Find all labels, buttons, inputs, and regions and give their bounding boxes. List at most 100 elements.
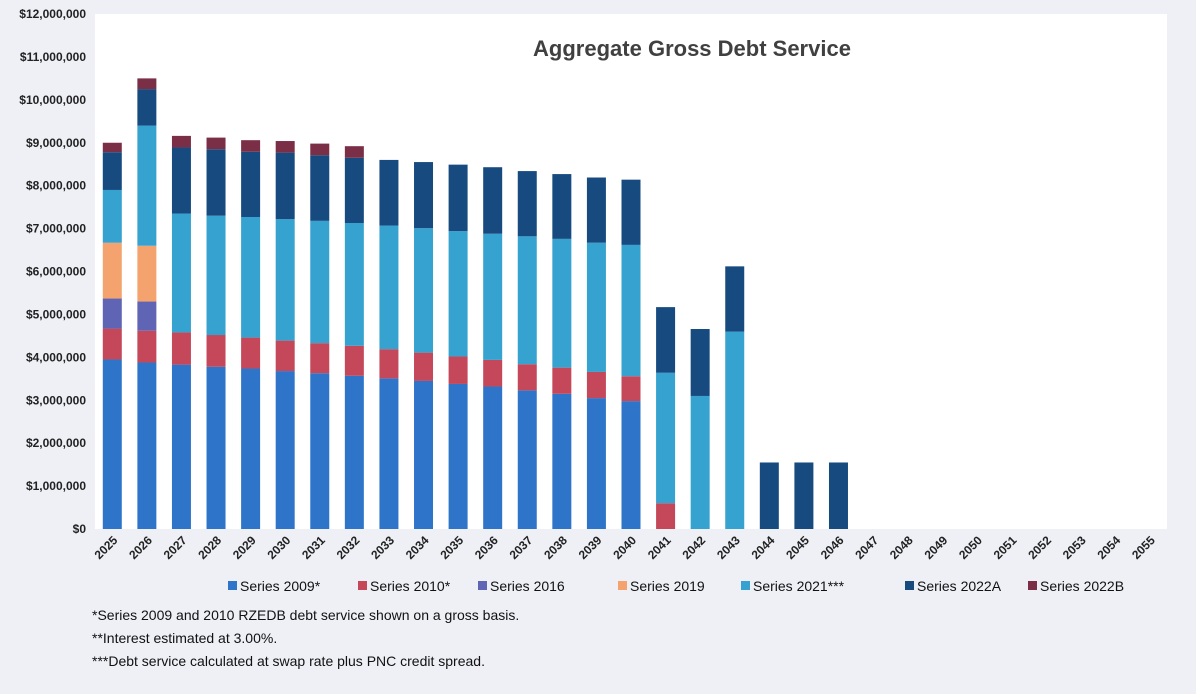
y-tick-label: $1,000,000 — [26, 479, 86, 493]
x-tick-label: 2035 — [437, 533, 466, 562]
bar-segment-2026-s0 — [137, 362, 157, 529]
x-tick-label: 2031 — [299, 533, 328, 562]
bar-segment-2035-s1 — [448, 356, 468, 384]
y-axis: $0 $1,000,000 $2,000,000 $3,000,000 $4,000,0… — [19, 7, 86, 536]
x-tick-label: 2055 — [1129, 533, 1158, 562]
x-tick-label: 2039 — [576, 533, 605, 562]
footnote-2: **Interest estimated at 3.00%. — [92, 630, 278, 646]
bar-segment-2039-s5 — [586, 177, 606, 243]
bar-segment-2040-s1 — [621, 376, 641, 402]
bar-segment-2038-s4 — [552, 238, 572, 368]
bar-segment-2026-s3 — [137, 245, 157, 302]
bar-segment-2038-s0 — [552, 393, 572, 529]
bar-segment-2027-s1 — [171, 332, 191, 365]
bar-segment-2027-s6 — [171, 135, 191, 148]
x-tick-label: 2037 — [507, 533, 536, 562]
y-tick-label: $12,000,000 — [19, 7, 86, 21]
legend-swatch — [358, 581, 367, 590]
x-tick-label: 2032 — [334, 533, 363, 562]
bar-segment-2037-s5 — [517, 171, 537, 237]
legend-swatch — [905, 581, 914, 590]
bar-segment-2027-s5 — [171, 147, 191, 214]
x-tick-label: 2036 — [472, 533, 501, 562]
bar-segment-2032-s4 — [344, 223, 364, 346]
bar-segment-2025-s3 — [102, 242, 122, 299]
x-tick-label: 2029 — [230, 533, 259, 562]
bar-segment-2041-s5 — [656, 307, 676, 373]
x-tick-label: 2048 — [887, 533, 916, 562]
bar-segment-2036-s5 — [483, 167, 503, 234]
x-tick-label: 2030 — [265, 533, 294, 562]
bar-segment-2036-s1 — [483, 359, 503, 387]
legend-label: Series 2016 — [490, 578, 565, 594]
bar-segment-2033-s1 — [379, 349, 399, 379]
bar-segment-2026-s2 — [137, 301, 157, 331]
legend-label: Series 2021*** — [753, 578, 845, 594]
x-tick-label: 2041 — [645, 533, 674, 562]
bar-segment-2043-s5 — [725, 266, 745, 332]
x-axis: 2025 2026 2027 2028 2029 2030 2031 2032 2033 2034… — [92, 533, 1158, 562]
bar-segment-2043-s4 — [725, 331, 745, 529]
bar-segment-2026-s1 — [137, 330, 157, 363]
bar-segment-2045-s5 — [794, 462, 814, 529]
bar-segment-2040-s0 — [621, 401, 641, 529]
bar-segment-2037-s1 — [517, 364, 537, 391]
bar-segment-2037-s0 — [517, 390, 537, 529]
x-tick-label: 2038 — [541, 533, 570, 562]
y-tick-label: $6,000,000 — [26, 265, 86, 279]
y-tick-label: $7,000,000 — [26, 222, 86, 236]
bar-segment-2031-s6 — [310, 143, 330, 156]
x-tick-label: 2040 — [610, 533, 639, 562]
x-tick-label: 2049 — [922, 533, 951, 562]
bar-segment-2034-s0 — [414, 380, 434, 529]
x-tick-label: 2042 — [680, 533, 709, 562]
x-tick-label: 2043 — [714, 533, 743, 562]
bar-segment-2031-s4 — [310, 220, 330, 344]
legend-swatch — [741, 581, 750, 590]
footnote-3: ***Debt service calculated at swap rate … — [92, 653, 485, 669]
y-tick-label: $10,000,000 — [19, 93, 86, 107]
legend-swatch — [228, 581, 237, 590]
bar-segment-2037-s4 — [517, 236, 537, 365]
bar-segment-2040-s5 — [621, 179, 641, 245]
x-tick-label: 2033 — [368, 533, 397, 562]
bar-segment-2025-s2 — [102, 298, 122, 329]
bar-segment-2031-s0 — [310, 373, 330, 529]
x-tick-label: 2046 — [818, 533, 847, 562]
bar-segment-2042-s4 — [690, 395, 710, 529]
y-tick-label: $0 — [73, 522, 87, 536]
bar-segment-2029-s0 — [241, 368, 261, 529]
x-tick-label: 2034 — [403, 533, 432, 562]
legend-label: Series 2009* — [240, 578, 321, 594]
bar-segment-2025-s0 — [102, 359, 122, 529]
bar-segment-2028-s6 — [206, 137, 226, 150]
bar-segment-2042-s5 — [690, 329, 710, 396]
legend-label: Series 2019 — [630, 578, 705, 594]
bar-segment-2028-s4 — [206, 215, 226, 336]
bar-segment-2038-s5 — [552, 174, 572, 239]
bar-segment-2025-s6 — [102, 142, 122, 153]
footnote-1: *Series 2009 and 2010 RZEDB debt service… — [92, 607, 520, 623]
bar-segment-2044-s5 — [759, 462, 779, 529]
y-tick-label: $11,000,000 — [20, 50, 86, 64]
bars — [102, 78, 848, 529]
bar-segment-2030-s4 — [275, 219, 295, 341]
bar-segment-2030-s0 — [275, 371, 295, 529]
bar-segment-2033-s4 — [379, 225, 399, 350]
x-tick-label: 2052 — [1025, 533, 1054, 562]
bar-segment-2038-s1 — [552, 367, 572, 394]
bar-segment-2029-s1 — [241, 337, 261, 369]
legend-swatch — [478, 581, 487, 590]
x-tick-label: 2047 — [852, 533, 881, 562]
bar-segment-2039-s0 — [586, 398, 606, 529]
bar-segment-2030-s6 — [275, 141, 295, 153]
footnotes: *Series 2009 and 2010 RZEDB debt service… — [92, 604, 519, 673]
bar-segment-2027-s0 — [171, 364, 191, 529]
bar-segment-2032-s5 — [344, 157, 364, 223]
bar-segment-2028-s1 — [206, 335, 226, 367]
chart-title: Aggregate Gross Debt Service — [533, 36, 851, 61]
bar-segment-2028-s5 — [206, 149, 226, 216]
y-tick-label: $9,000,000 — [26, 136, 86, 150]
